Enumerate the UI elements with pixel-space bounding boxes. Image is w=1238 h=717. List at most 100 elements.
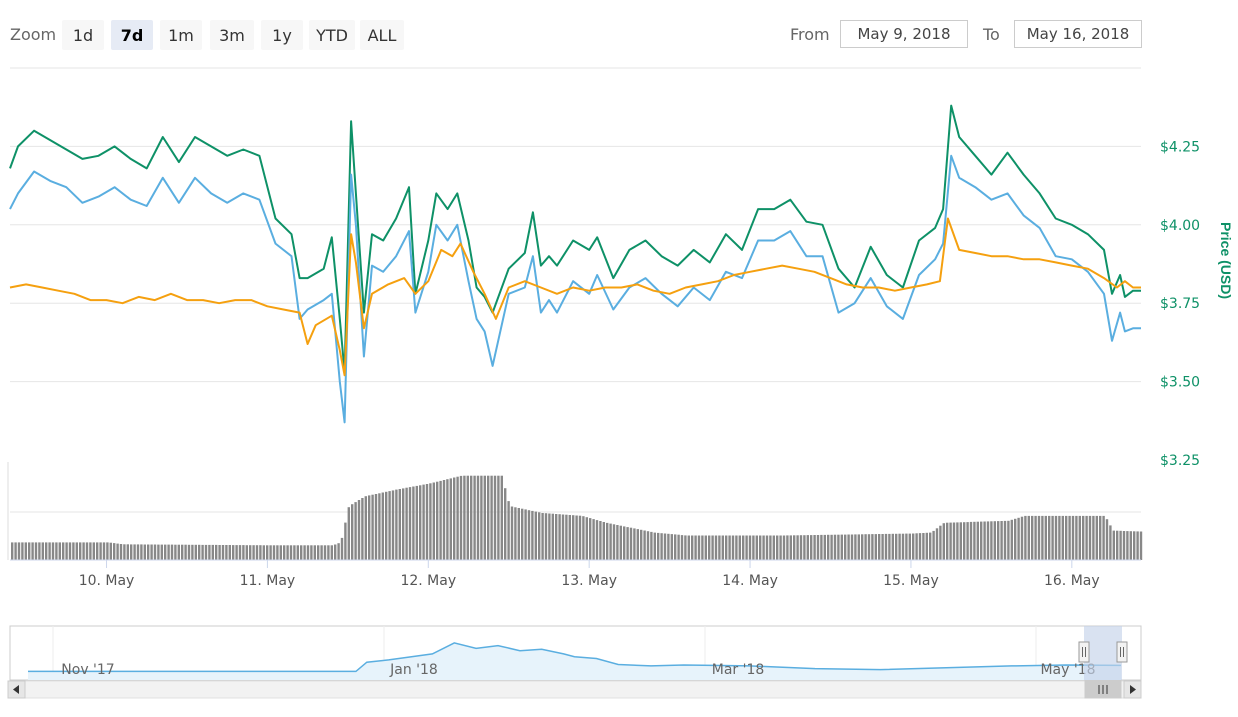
volume-bar <box>993 521 996 560</box>
volume-bar <box>334 544 337 560</box>
navigator[interactable]: Nov '17 Jan '18 Mar '18 May '18 <box>7 625 1142 699</box>
volume-bar <box>854 534 857 560</box>
volume-bar <box>1003 520 1007 560</box>
zoom-1y-button[interactable]: 1y <box>261 20 303 50</box>
volume-bar <box>1027 515 1030 560</box>
volume-bar <box>677 534 680 560</box>
arrow-left-icon <box>13 685 19 694</box>
volume-bar <box>731 535 735 560</box>
volume-bar <box>300 545 303 560</box>
volume-bar <box>391 490 395 560</box>
volume-bar <box>714 535 718 560</box>
volume-bar <box>772 535 775 560</box>
volume-bar <box>1095 515 1098 560</box>
volume-bar <box>1044 515 1047 560</box>
volume-bar <box>599 521 602 560</box>
volume-bar <box>755 535 758 560</box>
volume-bar <box>41 542 44 560</box>
volume-bar <box>147 544 150 560</box>
volume-bar <box>398 489 401 560</box>
volume-bar <box>157 544 160 560</box>
volume-bar <box>650 531 653 560</box>
volume-bar <box>449 478 452 560</box>
volume-bar <box>1136 531 1139 560</box>
volume-bar <box>660 533 663 560</box>
volume-bar <box>555 514 558 560</box>
volume-bar <box>143 544 146 560</box>
volume-bar <box>670 534 673 560</box>
volume-bar <box>551 513 554 560</box>
orange-series-line <box>9 217 1141 377</box>
volume-bar <box>609 523 612 560</box>
volume-bar <box>17 542 21 560</box>
volume-bar <box>810 535 813 560</box>
volume-bar <box>354 502 357 560</box>
green-series-line <box>9 104 1141 374</box>
volume-bar <box>578 515 582 560</box>
volume-bar <box>504 488 507 560</box>
volume-bar <box>45 542 48 560</box>
zoom-7d-button[interactable]: 7d <box>111 20 153 50</box>
volume-bar <box>1061 515 1064 560</box>
volume-bar <box>456 476 459 560</box>
volume-bar <box>738 535 741 560</box>
from-date-input[interactable] <box>840 20 968 48</box>
volume-bar <box>898 533 901 560</box>
volume-bar <box>221 545 225 560</box>
volume-bar <box>1020 516 1024 560</box>
volume-bar <box>786 535 789 560</box>
y-axis: $4.25 $4.00 $3.75 $3.50 $3.25 <box>1160 139 1200 469</box>
volume-bar <box>1088 515 1092 560</box>
volume-bar <box>561 514 565 560</box>
to-date-input[interactable] <box>1014 20 1142 48</box>
volume-bar <box>266 545 269 560</box>
volume-bar <box>272 545 276 560</box>
volume-bar <box>1085 515 1088 560</box>
volume-bar <box>119 544 123 560</box>
zoom-1m-button[interactable]: 1m <box>160 20 202 50</box>
zoom-3m-button[interactable]: 3m <box>210 20 254 50</box>
navigator-line <box>28 642 1122 673</box>
volume-bar <box>1116 530 1119 560</box>
volume-bar <box>548 513 551 560</box>
volume-bar <box>487 475 490 560</box>
volume-bar <box>1065 515 1068 560</box>
volume-bar <box>721 535 724 560</box>
x-axis: 10. May 11. May 12. May 13. May 14. May 15. M… <box>79 560 1100 589</box>
volume-bar <box>867 534 871 560</box>
zoom-all-button[interactable]: ALL <box>360 20 404 50</box>
volume-bar <box>211 544 214 560</box>
volume-bar <box>725 535 728 560</box>
volume-bar <box>323 545 327 560</box>
volume-bar <box>704 535 707 560</box>
volume-bar <box>684 535 687 560</box>
volume-bar <box>874 534 877 560</box>
volume-bar <box>425 484 429 560</box>
zoom-ytd-button[interactable]: YTD <box>309 20 355 50</box>
volume-bar <box>79 542 82 560</box>
volume-bar <box>619 525 622 560</box>
volume-bar <box>850 534 854 560</box>
volume-bar <box>1041 515 1044 560</box>
zoom-1d-button[interactable]: 1d <box>62 20 104 50</box>
volume-bar <box>483 475 486 560</box>
volume-bar <box>935 528 939 560</box>
volume-bar <box>653 532 656 560</box>
volume-bar <box>381 492 384 560</box>
from-label: From <box>790 25 830 44</box>
volume-bar <box>946 522 949 560</box>
volume-bar <box>395 489 398 560</box>
volume-bar <box>527 510 531 560</box>
volume-bar <box>1058 515 1061 560</box>
volume-bar <box>929 532 932 560</box>
volume-bar <box>643 530 646 560</box>
volume-bar <box>347 507 350 560</box>
volume-bar <box>827 534 830 560</box>
volume-bar <box>490 475 493 560</box>
volume-bar <box>255 545 259 560</box>
volume-bar <box>1105 519 1109 560</box>
volume-bar <box>82 542 85 560</box>
blue-series-line <box>9 154 1141 424</box>
volume-bar <box>116 543 119 560</box>
volume-bar <box>245 545 248 560</box>
